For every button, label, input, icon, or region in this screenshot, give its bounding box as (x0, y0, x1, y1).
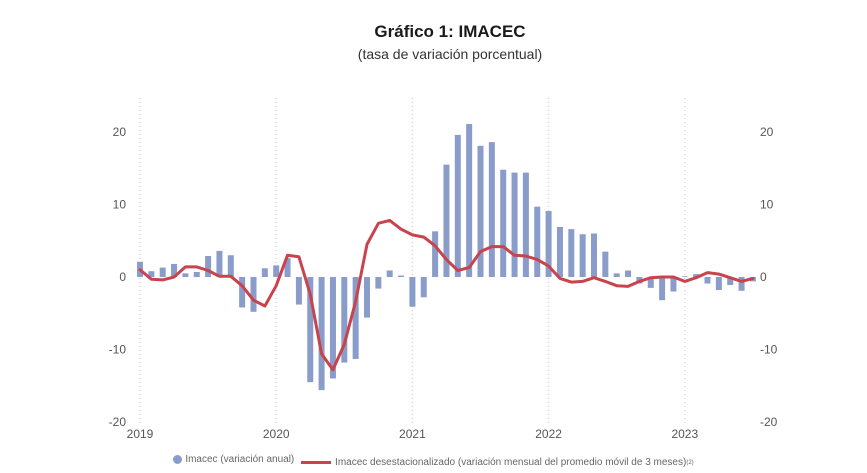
bar (182, 273, 189, 277)
legend-item-bars: Imacec (variación anual) (173, 454, 294, 465)
bar (409, 277, 416, 307)
x-tick-label: 2020 (263, 427, 290, 441)
bar (329, 277, 336, 379)
line-series (138, 218, 755, 372)
y-tick-label-right: 0 (760, 270, 767, 284)
bar (307, 277, 314, 383)
bar (579, 234, 586, 277)
bar (477, 145, 484, 277)
bar (466, 124, 473, 278)
bar (364, 277, 370, 318)
bar (602, 251, 609, 277)
chart-title: Gráfico 1: IMACEC (374, 22, 526, 41)
bar (522, 172, 529, 277)
y-tick-label-left: 0 (119, 270, 126, 284)
bar (216, 250, 223, 277)
bar (647, 277, 654, 288)
legend: Imacec (variación anual) Imacec desestac… (0, 454, 867, 468)
x-tick-label: 2019 (127, 427, 154, 441)
legend-dot-icon (173, 455, 183, 464)
bar (693, 274, 700, 277)
x-tick-label: 2022 (535, 427, 562, 441)
y-tick-label-left: -10 (109, 343, 127, 357)
legend-label-bars: Imacec (variación anual) (185, 454, 295, 465)
bar (250, 277, 257, 312)
y-tick-label-right: 20 (760, 125, 774, 139)
bar (193, 271, 200, 277)
bar-series (137, 124, 756, 391)
bar (625, 270, 632, 277)
bar (534, 206, 541, 277)
bar (432, 231, 439, 277)
bar (511, 172, 518, 277)
bar (398, 275, 405, 277)
bar (738, 277, 745, 291)
bar (239, 277, 246, 308)
bar (171, 263, 178, 277)
bar (227, 255, 234, 277)
bar (261, 268, 268, 277)
bar (488, 142, 495, 277)
bar (386, 270, 393, 277)
bar (318, 277, 325, 391)
y-tick-label-left: 20 (113, 125, 127, 139)
bar (443, 164, 450, 277)
line-path (138, 218, 755, 372)
bar (727, 277, 734, 285)
bar (273, 265, 280, 277)
bar (375, 277, 382, 289)
bar (659, 277, 666, 301)
y-tick-label-right: -10 (760, 343, 778, 357)
bar (159, 267, 166, 277)
bar (681, 276, 688, 277)
bar (352, 277, 359, 359)
bar (613, 273, 620, 277)
bar (556, 226, 563, 277)
legend-line-icon (301, 461, 332, 464)
y-tick-label-left: 10 (113, 198, 127, 212)
x-tick-label: 2021 (399, 427, 426, 441)
bar (284, 258, 291, 277)
bar (670, 277, 677, 292)
bar (715, 277, 722, 291)
bar (341, 277, 348, 363)
legend-superscript: (2) (686, 459, 694, 466)
bar (205, 255, 212, 277)
legend-label-line: Imacec desestacionalizado (variación men… (335, 457, 687, 468)
grid-lines (139, 98, 686, 425)
x-tick-label: 2023 (671, 427, 698, 441)
y-tick-label-right: 10 (760, 198, 774, 212)
bar (500, 169, 507, 277)
bar (295, 277, 302, 305)
legend-item-line: Imacec desestacionalizado (variación men… (301, 457, 694, 468)
bar (545, 211, 552, 277)
chart-subtitle: (tasa de variación porcentual) (357, 46, 543, 62)
bar (454, 134, 461, 277)
bar (420, 277, 427, 298)
bar (591, 233, 597, 277)
bar (704, 277, 711, 284)
y-tick-label-right: -20 (760, 415, 778, 429)
bar (568, 229, 575, 277)
y-tick-label-left: -20 (109, 415, 127, 429)
bar (148, 271, 155, 277)
